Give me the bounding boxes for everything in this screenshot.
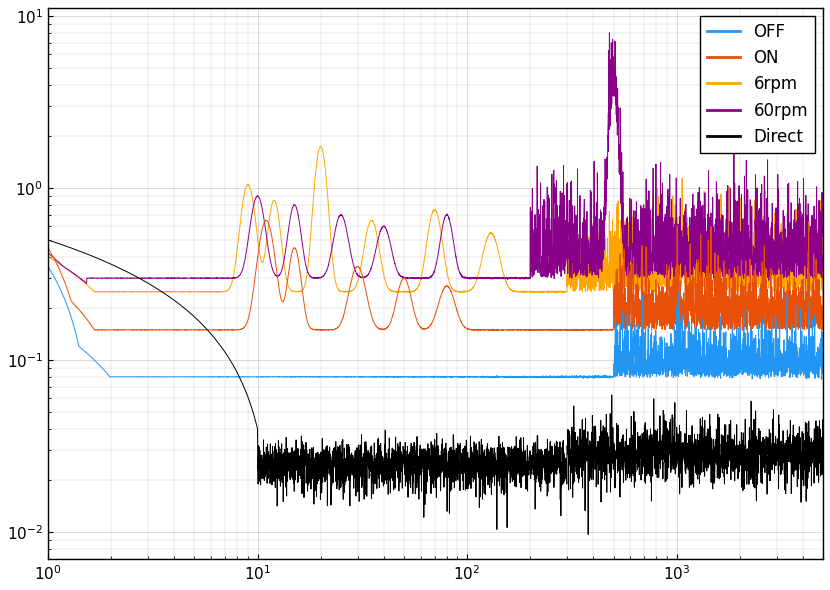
60rpm bbox=[547, 270, 557, 277]
OFF bbox=[339, 373, 349, 380]
60rpm bbox=[604, 29, 614, 36]
ON bbox=[261, 217, 271, 224]
ON bbox=[43, 244, 53, 251]
ON bbox=[570, 327, 580, 334]
Line: OFF: OFF bbox=[48, 267, 823, 379]
OFF bbox=[817, 376, 827, 383]
60rpm bbox=[339, 217, 349, 224]
Direct bbox=[43, 237, 53, 244]
6rpm bbox=[519, 289, 529, 296]
6rpm bbox=[508, 287, 518, 294]
Direct bbox=[183, 309, 193, 316]
OFF bbox=[43, 263, 53, 270]
6rpm bbox=[183, 288, 193, 295]
ON bbox=[681, 317, 691, 324]
ON bbox=[508, 327, 518, 334]
6rpm bbox=[622, 266, 632, 273]
Direct bbox=[681, 448, 691, 455]
Direct bbox=[622, 425, 632, 432]
Legend: OFF, ON, 6rpm, 60rpm, Direct: OFF, ON, 6rpm, 60rpm, Direct bbox=[700, 16, 815, 153]
OFF bbox=[818, 367, 828, 374]
6rpm bbox=[43, 253, 53, 260]
Line: 6rpm: 6rpm bbox=[48, 146, 823, 293]
Direct bbox=[508, 446, 518, 453]
Direct bbox=[818, 457, 828, 464]
6rpm bbox=[547, 288, 557, 295]
OFF bbox=[622, 346, 632, 353]
Direct bbox=[547, 464, 557, 471]
6rpm bbox=[315, 143, 325, 150]
OFF bbox=[508, 373, 518, 380]
ON bbox=[622, 299, 632, 306]
6rpm bbox=[681, 281, 691, 289]
60rpm bbox=[681, 225, 691, 232]
ON bbox=[818, 267, 828, 274]
6rpm bbox=[818, 273, 828, 280]
6rpm bbox=[339, 289, 349, 296]
60rpm bbox=[508, 274, 518, 281]
60rpm bbox=[622, 241, 632, 248]
Direct bbox=[583, 531, 593, 538]
60rpm bbox=[184, 274, 194, 281]
OFF bbox=[183, 373, 193, 381]
ON bbox=[339, 309, 349, 316]
Line: Direct: Direct bbox=[48, 240, 823, 535]
ON bbox=[183, 326, 193, 333]
60rpm bbox=[81, 280, 91, 287]
ON bbox=[547, 326, 557, 333]
Line: 60rpm: 60rpm bbox=[48, 32, 823, 283]
Line: ON: ON bbox=[48, 220, 823, 330]
Direct bbox=[339, 455, 349, 463]
OFF bbox=[681, 370, 691, 377]
OFF bbox=[547, 373, 557, 380]
60rpm bbox=[818, 251, 828, 258]
60rpm bbox=[43, 250, 53, 257]
